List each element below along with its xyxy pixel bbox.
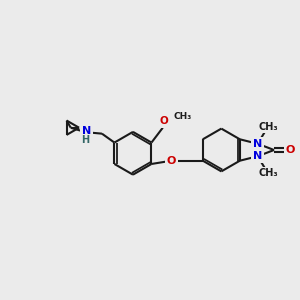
Text: CH₃: CH₃: [173, 112, 191, 121]
Text: H: H: [81, 136, 89, 146]
Text: N: N: [82, 126, 91, 136]
Text: CH₃: CH₃: [258, 122, 278, 132]
Text: CH₃: CH₃: [258, 168, 278, 178]
Text: N: N: [253, 151, 262, 161]
Text: O: O: [286, 145, 295, 155]
Text: O: O: [167, 156, 176, 166]
Text: N: N: [253, 139, 262, 149]
Text: O: O: [160, 116, 169, 126]
